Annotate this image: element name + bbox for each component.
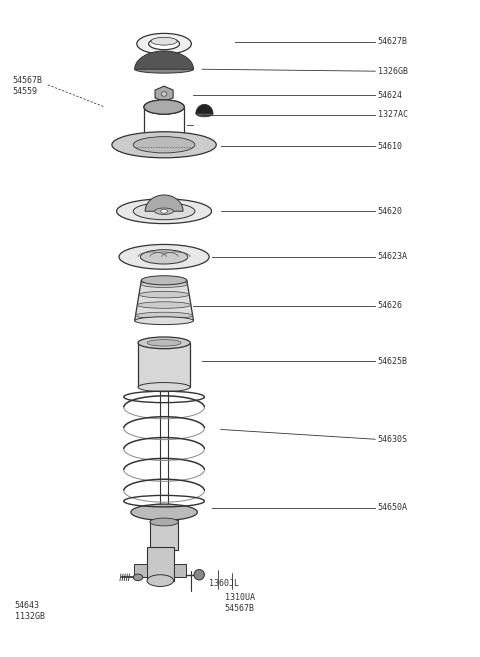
Ellipse shape: [141, 281, 188, 288]
Text: 54630S: 54630S: [378, 435, 408, 443]
Ellipse shape: [135, 312, 192, 319]
Text: 1326GB: 1326GB: [378, 66, 408, 76]
Ellipse shape: [133, 574, 143, 581]
Ellipse shape: [133, 137, 195, 153]
Text: 1360JL: 1360JL: [209, 579, 239, 589]
Ellipse shape: [137, 302, 191, 308]
Ellipse shape: [155, 208, 174, 214]
Ellipse shape: [144, 100, 184, 114]
Ellipse shape: [135, 317, 193, 325]
Ellipse shape: [147, 575, 174, 587]
Polygon shape: [150, 516, 179, 550]
Ellipse shape: [147, 340, 181, 346]
Polygon shape: [158, 505, 170, 524]
Ellipse shape: [137, 34, 192, 55]
Ellipse shape: [150, 518, 179, 526]
Ellipse shape: [117, 199, 212, 223]
Text: 54626: 54626: [378, 301, 403, 310]
Text: 54650A: 54650A: [378, 503, 408, 512]
Polygon shape: [174, 564, 186, 578]
Ellipse shape: [138, 337, 190, 349]
Ellipse shape: [161, 92, 167, 97]
Ellipse shape: [119, 244, 209, 269]
Ellipse shape: [161, 210, 168, 213]
Polygon shape: [135, 281, 193, 321]
Ellipse shape: [133, 203, 195, 219]
Ellipse shape: [112, 132, 216, 158]
Ellipse shape: [139, 291, 189, 298]
Text: 54610: 54610: [378, 142, 403, 150]
Ellipse shape: [196, 110, 213, 117]
Text: 54627B: 54627B: [378, 37, 408, 47]
Polygon shape: [155, 86, 173, 102]
Ellipse shape: [144, 100, 184, 114]
Ellipse shape: [135, 65, 193, 73]
Text: 1327AC: 1327AC: [378, 110, 408, 120]
Text: 54567B
54559: 54567B 54559: [12, 76, 42, 96]
Polygon shape: [147, 547, 174, 581]
Polygon shape: [196, 104, 213, 114]
Polygon shape: [145, 195, 183, 212]
Ellipse shape: [131, 504, 197, 520]
Ellipse shape: [149, 38, 180, 50]
Text: 54620: 54620: [378, 207, 403, 215]
Ellipse shape: [151, 37, 177, 45]
Text: 54623A: 54623A: [378, 252, 408, 261]
Ellipse shape: [194, 570, 204, 580]
Ellipse shape: [138, 382, 190, 392]
Text: 54625B: 54625B: [378, 357, 408, 365]
Polygon shape: [134, 564, 147, 578]
Ellipse shape: [141, 276, 187, 285]
Polygon shape: [138, 343, 190, 387]
Ellipse shape: [140, 250, 188, 264]
Text: 54624: 54624: [378, 91, 403, 100]
Text: 1310UA
54567B: 1310UA 54567B: [225, 593, 255, 614]
Text: 54643
1132GB: 54643 1132GB: [14, 600, 45, 621]
Polygon shape: [135, 51, 193, 69]
